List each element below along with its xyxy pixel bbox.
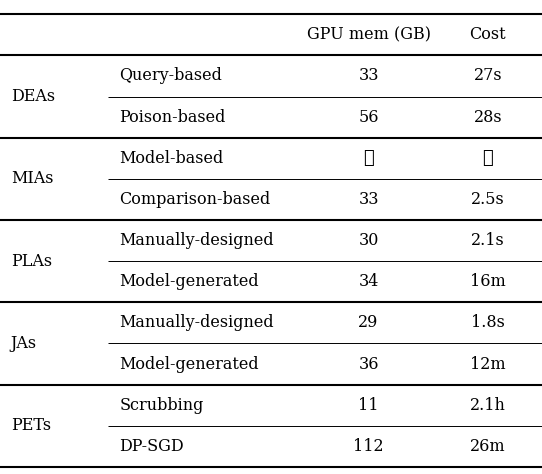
Text: ✗: ✗	[363, 149, 374, 167]
Text: 12m: 12m	[470, 356, 506, 373]
Text: Model-generated: Model-generated	[119, 273, 259, 290]
Text: GPU mem (GB): GPU mem (GB)	[307, 26, 430, 43]
Text: ✗: ✗	[482, 149, 493, 167]
Text: DP-SGD: DP-SGD	[119, 438, 184, 455]
Text: 28s: 28s	[474, 109, 502, 126]
Text: 33: 33	[358, 191, 379, 208]
Text: PETs: PETs	[11, 417, 51, 434]
Text: MIAs: MIAs	[11, 170, 53, 187]
Text: 56: 56	[358, 109, 379, 126]
Text: Comparison-based: Comparison-based	[119, 191, 270, 208]
Text: 16m: 16m	[470, 273, 506, 290]
Text: Poison-based: Poison-based	[119, 109, 225, 126]
Text: Scrubbing: Scrubbing	[119, 397, 204, 414]
Text: Cost: Cost	[469, 26, 506, 43]
Text: JAs: JAs	[11, 335, 37, 352]
Text: PLAs: PLAs	[11, 253, 52, 270]
Text: 30: 30	[358, 232, 379, 249]
Text: Query-based: Query-based	[119, 67, 222, 84]
Text: 2.1s: 2.1s	[471, 232, 505, 249]
Text: 26m: 26m	[470, 438, 506, 455]
Text: 29: 29	[358, 314, 379, 331]
Text: 2.1h: 2.1h	[470, 397, 506, 414]
Text: Manually-designed: Manually-designed	[119, 232, 274, 249]
Text: 112: 112	[353, 438, 384, 455]
Text: DEAs: DEAs	[11, 88, 55, 105]
Text: 11: 11	[358, 397, 379, 414]
Text: Model-generated: Model-generated	[119, 356, 259, 373]
Text: 33: 33	[358, 67, 379, 84]
Text: Manually-designed: Manually-designed	[119, 314, 274, 331]
Text: Model-based: Model-based	[119, 150, 223, 167]
Text: 1.8s: 1.8s	[471, 314, 505, 331]
Text: 2.5s: 2.5s	[471, 191, 505, 208]
Text: 36: 36	[358, 356, 379, 373]
Text: 27s: 27s	[474, 67, 502, 84]
Text: 34: 34	[358, 273, 379, 290]
